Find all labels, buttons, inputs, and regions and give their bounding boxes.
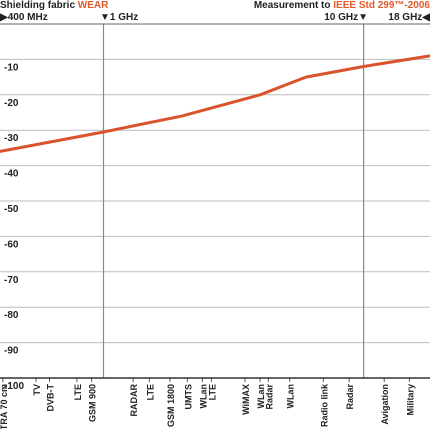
band-label: TV: [32, 384, 42, 396]
band-label: GSM 900: [88, 384, 98, 422]
measurement-standard: IEEE Std 299™-2006: [333, 0, 430, 11]
band-label: WiMAX: [241, 384, 251, 415]
y-tick-label: -50: [4, 204, 19, 215]
series: [0, 54, 430, 153]
series-line: [0, 54, 430, 153]
y-tick-label: -10: [4, 62, 19, 73]
band-label: RADAR: [129, 384, 139, 417]
band-label: LTE: [73, 384, 83, 400]
band-label: Avigation: [380, 384, 390, 425]
band-label: UMTS: [183, 384, 193, 410]
chart-title-accent: WEAR: [78, 0, 109, 11]
chart-title: Shielding fabric WEAR: [0, 0, 109, 11]
band-label: Military: [405, 384, 415, 416]
band-label: LTE: [207, 384, 217, 400]
band-label: WLan: [256, 384, 266, 409]
y-tick-label: -90: [4, 346, 19, 357]
band-label: LTE: [145, 384, 155, 400]
plot-frame: [0, 23, 430, 379]
marker-400mhz: ▶400 MHz: [0, 12, 48, 23]
band-label: Radar: [345, 384, 355, 410]
band-label: DVB-T: [46, 384, 56, 412]
marker-10ghz: 10 GHz▼: [324, 12, 368, 23]
y-tick-label: -70: [4, 275, 19, 286]
marker-1ghz: ▼1 GHz: [100, 12, 138, 23]
measurement-note: Measurement to IEEE Std 299™-2006: [254, 0, 430, 11]
band-label: Radar: [264, 384, 274, 410]
measurement-prefix: Measurement to: [254, 0, 333, 11]
y-tick-labels: -10 -20 -30 -40 -50 -60 -70 -80 -90 -100: [4, 62, 24, 392]
band-label: WLan: [286, 384, 296, 409]
band-label: WLan: [198, 384, 208, 409]
reference-lines: [102, 24, 365, 378]
band-label: Radio link: [319, 383, 329, 427]
y-tick-label: -60: [4, 239, 19, 250]
band-label: GSM 1800: [166, 384, 176, 427]
y-tick-label: -20: [4, 98, 19, 109]
marker-18ghz: 18 GHz◀: [388, 12, 430, 23]
band-labels: TETRA 70 cm TV DVB-T LTE GSM 900 RADAR LTE GSM …: [0, 378, 415, 429]
chart-title-prefix: Shielding fabric: [0, 0, 78, 11]
band-label: TETRA 70 cm: [0, 384, 9, 429]
y-tick-label: -100: [4, 381, 24, 392]
y-tick-label: -40: [4, 169, 19, 180]
y-tick-label: -30: [4, 133, 19, 144]
y-tick-label: -80: [4, 310, 19, 321]
